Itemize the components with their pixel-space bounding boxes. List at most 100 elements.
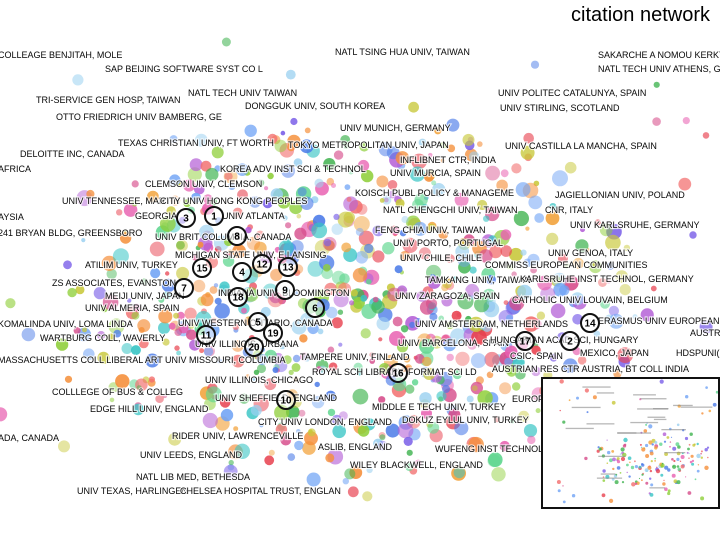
node-bubble: [528, 195, 543, 210]
node-bubble: [299, 334, 308, 343]
node-label-halo: UNIV TENNESSEE, MARTIN: [62, 196, 180, 206]
node-bubble: [187, 167, 202, 182]
node-bubble: [0, 407, 8, 422]
node-bubble: [377, 440, 388, 451]
node-bubble: [571, 292, 584, 306]
node-bubble: [352, 268, 368, 283]
node-label: WILEY BLACKWELL, ENGLAND: [350, 460, 483, 470]
inset-bubble: [700, 450, 703, 453]
inset-bubble: [706, 446, 710, 449]
node-bubble: [232, 207, 243, 218]
node-bubble: [67, 287, 77, 298]
node-bubble: [600, 299, 610, 309]
inset-bubble: [623, 437, 628, 443]
node-bubble: [376, 175, 389, 188]
inset-bubble: [614, 480, 619, 485]
node-bubble: [427, 421, 440, 434]
inset-bubble: [621, 481, 625, 484]
cluster-marker-2: 2: [560, 331, 580, 351]
node-bubble: [254, 241, 267, 255]
node-bubble: [174, 345, 180, 351]
node-bubble: [608, 313, 624, 329]
node-bubble: [132, 303, 141, 312]
node-bubble: [552, 170, 568, 187]
node-bubble: [293, 158, 303, 167]
inset-bubble: [634, 482, 638, 485]
node-bubble: [594, 219, 601, 226]
node-bubble: [405, 462, 414, 472]
node-bubble: [394, 265, 403, 274]
node-bubble: [331, 270, 346, 285]
node-bubble: [161, 278, 176, 293]
node-bubble: [361, 169, 374, 183]
node-bubble: [397, 422, 414, 439]
node-bubble: [325, 306, 338, 319]
node-bubble: [406, 449, 413, 456]
inset-bubble: [619, 453, 622, 455]
inset-bubble: [602, 479, 606, 482]
node-bubble: [200, 293, 214, 307]
node-bubble: [183, 179, 196, 192]
node-label: COMMISS EUROPEAN COMMUNITIES: [485, 260, 648, 270]
inset-bubble: [688, 452, 690, 454]
node-bubble: [499, 440, 510, 452]
inset-bubble: [696, 469, 700, 473]
node-bubble: [357, 159, 370, 172]
node-bubble: [411, 153, 427, 170]
node-bubble: [262, 198, 273, 209]
node-bubble: [169, 135, 178, 144]
cluster-marker-ring: [174, 278, 194, 298]
cluster-marker-3: 3: [176, 208, 196, 228]
node-bubble: [557, 253, 568, 264]
inset-bubble: [700, 496, 705, 501]
cluster-marker-number: 13: [282, 263, 294, 274]
inset-bubble: [673, 459, 676, 463]
node-bubble: [343, 211, 355, 224]
node-bubble: [223, 169, 238, 184]
node-bubble: [244, 124, 257, 137]
inset-bubble: [609, 498, 614, 503]
node-label-halo: NATL LIB MED, BETHESDA: [136, 472, 250, 482]
node-bubble: [400, 325, 409, 333]
node-bubble: [487, 454, 501, 468]
node-label: DELOITTE INC, CANADA: [20, 149, 125, 159]
node-bubble: [371, 300, 385, 314]
node-bubble: [378, 363, 391, 375]
node-bubble: [257, 179, 265, 187]
node-bubble: [55, 338, 69, 351]
cluster-marker-8: 8: [227, 226, 247, 246]
node-bubble: [102, 294, 119, 311]
cluster-marker-number: 3: [183, 214, 189, 225]
node-bubble: [464, 227, 470, 233]
node-bubble: [530, 60, 540, 69]
node-bubble: [327, 408, 336, 417]
inset-label-stroke: [661, 429, 686, 431]
inset-bubble: [691, 459, 695, 462]
cluster-marker-ring: [305, 298, 325, 318]
node-bubble: [220, 408, 234, 422]
node-bubble: [174, 328, 182, 337]
node-bubble: [512, 382, 521, 391]
node-bubble: [457, 293, 474, 310]
node-label: UNIV MURCIA, SPAIN: [390, 168, 481, 178]
inset-bubble: [598, 447, 602, 451]
node-bubble: [194, 133, 208, 147]
node-bubble: [353, 216, 370, 232]
cluster-marker-ring: [560, 331, 580, 351]
inset-bubble: [649, 451, 654, 456]
inset-bubble: [685, 476, 687, 478]
node-label: UNIV LEEDS, ENGLAND: [140, 450, 243, 460]
node-bubble: [205, 167, 219, 182]
node-label-halo: UNIV TEXAS, HARLINGEN: [77, 486, 188, 496]
inset-bubble: [672, 446, 677, 451]
node-bubble: [287, 453, 296, 461]
node-label: TAMPERE UNIV, FINLAND: [300, 352, 410, 362]
node-label-halo: TEXAS CHRISTIAN UNIV, FT WORTH: [118, 138, 274, 148]
inset-bubble: [648, 440, 653, 445]
node-bubble: [563, 358, 578, 374]
node-bubble: [443, 338, 457, 352]
node-label: NATL TECH UNIV TAIWAN: [188, 88, 297, 98]
node-bubble: [311, 222, 328, 239]
node-bubble: [378, 337, 383, 342]
node-bubble: [333, 213, 340, 220]
